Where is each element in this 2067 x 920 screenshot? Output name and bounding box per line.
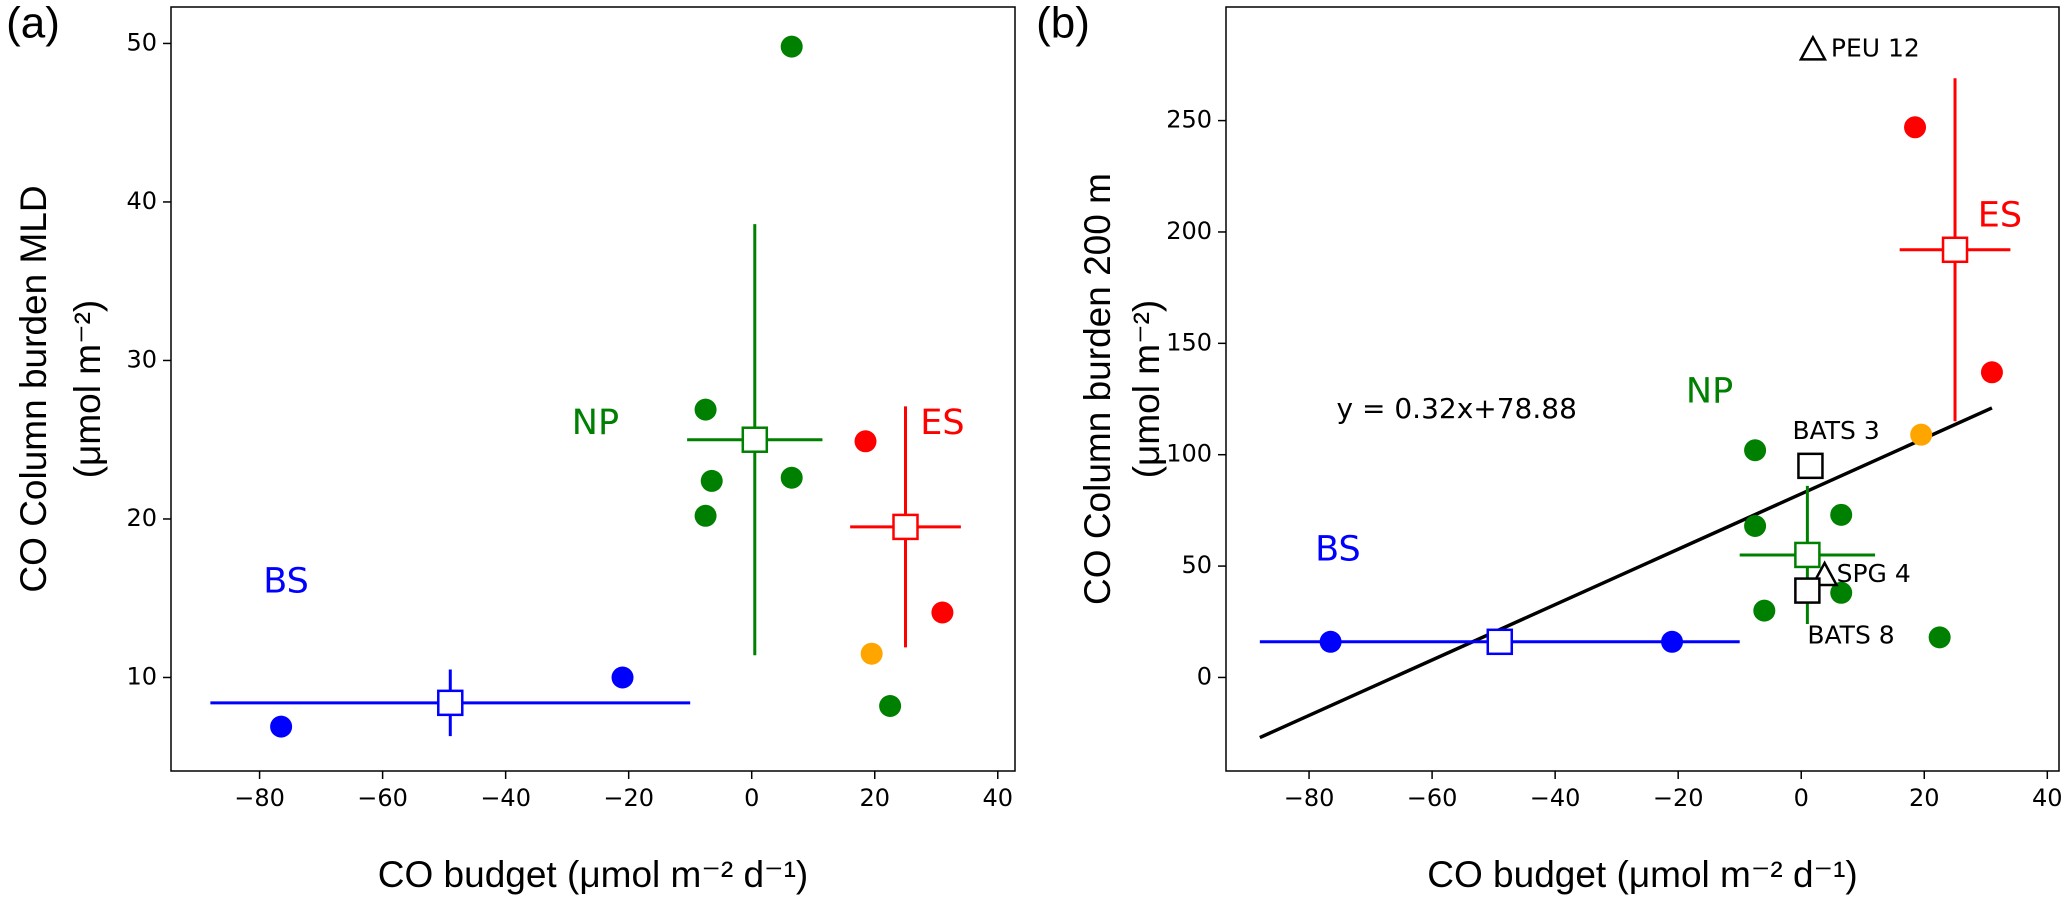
group-label: ES xyxy=(920,403,964,443)
y-tick-label: 150 xyxy=(1166,328,1212,356)
data-point xyxy=(854,430,877,453)
x-tick-label: −20 xyxy=(1653,784,1704,812)
group-mean xyxy=(1794,541,1821,569)
y-axis-label: CO Column burden MLD xyxy=(13,185,54,592)
group-mean xyxy=(741,426,769,453)
x-tick-label: 40 xyxy=(2032,784,2063,812)
x-tick-label: −40 xyxy=(1530,784,1581,812)
station-label: BATS 3 xyxy=(1792,416,1879,445)
data-point xyxy=(270,715,293,738)
data-point xyxy=(1830,503,1853,526)
y-tick-label: 20 xyxy=(126,504,157,532)
data-point xyxy=(860,642,883,665)
data-point xyxy=(694,504,717,527)
station-label: BATS 8 xyxy=(1807,621,1894,650)
data-point xyxy=(611,666,634,689)
y-tick-label: 250 xyxy=(1166,106,1212,134)
y-tick-label: 100 xyxy=(1166,440,1212,468)
x-tick-label: −80 xyxy=(234,784,285,812)
data-point xyxy=(1904,116,1927,139)
group-mean xyxy=(1486,628,1514,656)
data-point xyxy=(1744,439,1767,462)
data-point xyxy=(700,469,723,492)
data-point xyxy=(780,466,803,489)
station-marker xyxy=(1798,34,1828,61)
x-tick-label: −60 xyxy=(357,784,408,812)
y-tick-label: 10 xyxy=(126,662,157,690)
y-tick-label: 50 xyxy=(126,28,157,56)
x-tick-label: 0 xyxy=(1794,784,1809,812)
station-marker xyxy=(1797,452,1824,480)
station-label: SPG 4 xyxy=(1837,559,1911,588)
x-axis-label: CO budget (μmol m⁻² d⁻¹) xyxy=(378,854,808,895)
y-tick-label: 40 xyxy=(126,187,157,215)
x-tick-label: −40 xyxy=(480,784,531,812)
group-label: BS xyxy=(1315,529,1361,569)
data-point xyxy=(1928,626,1951,649)
data-point xyxy=(1753,599,1776,622)
station-label: PEU 12 xyxy=(1831,33,1920,62)
fit-label: y = 0.32x+78.88 xyxy=(1337,392,1577,425)
x-axis-label: CO budget (μmol m⁻² d⁻¹) xyxy=(1427,854,1857,895)
y-tick-label: 30 xyxy=(126,345,157,373)
y-axis-label: CO Column burden 200 m xyxy=(1077,173,1118,605)
fit-line xyxy=(1259,406,1993,740)
group-label: ES xyxy=(1978,195,2022,235)
data-point xyxy=(879,695,902,718)
group-mean xyxy=(1941,236,1969,264)
y-axis-label: (μmol m⁻²) xyxy=(67,300,108,479)
panel-label: (b) xyxy=(1036,0,1090,48)
data-point xyxy=(1980,361,2003,384)
group-label: BS xyxy=(263,561,309,601)
x-tick-label: −20 xyxy=(603,784,654,812)
data-point xyxy=(780,35,803,58)
data-point xyxy=(931,601,954,624)
y-axis-label: (μmol m⁻²) xyxy=(1126,300,1167,479)
group-mean xyxy=(892,513,919,541)
x-tick-label: 20 xyxy=(859,784,890,812)
group-label: NP xyxy=(572,403,619,443)
x-tick-label: −80 xyxy=(1284,784,1335,812)
y-tick-label: 200 xyxy=(1166,217,1212,245)
group-label: NP xyxy=(1686,371,1733,411)
data-point xyxy=(1830,581,1853,604)
data-point xyxy=(1910,423,1933,446)
y-tick-label: 50 xyxy=(1181,551,1212,579)
panel-label: (a) xyxy=(6,0,60,48)
data-point xyxy=(694,398,717,421)
plot-frame xyxy=(170,6,1016,772)
group-mean xyxy=(437,689,464,717)
x-tick-label: 0 xyxy=(744,784,759,812)
x-tick-label: 40 xyxy=(983,784,1014,812)
x-tick-label: 20 xyxy=(1909,784,1940,812)
x-tick-label: −60 xyxy=(1407,784,1458,812)
data-point xyxy=(1744,514,1767,537)
y-tick-label: 0 xyxy=(1197,662,1212,690)
station-marker xyxy=(1794,577,1821,604)
plot-frame xyxy=(1225,6,2060,772)
